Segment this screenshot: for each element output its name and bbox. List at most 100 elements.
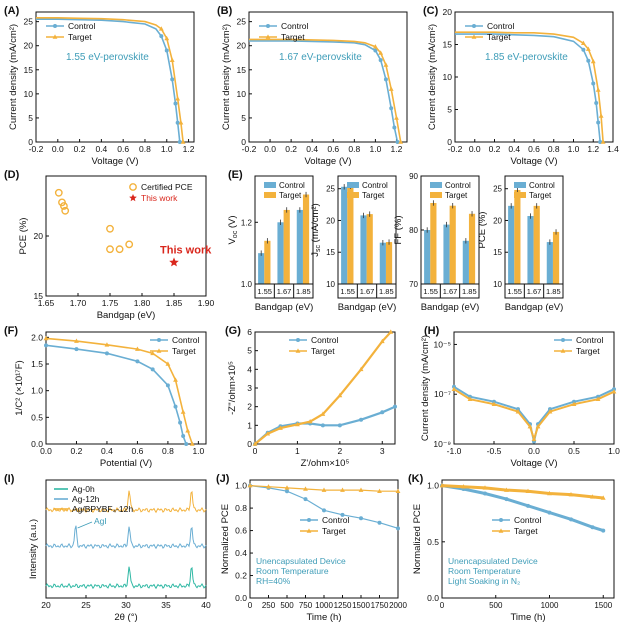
category-label: 1.67 bbox=[443, 287, 458, 296]
y-tick-label: 10 bbox=[493, 280, 502, 289]
bar-target bbox=[449, 205, 456, 284]
y-tick-label: 70 bbox=[409, 280, 418, 289]
jv-marker bbox=[383, 62, 389, 67]
y-tick-label: 25 bbox=[326, 185, 335, 194]
x-tick-label: 0.0 bbox=[40, 446, 52, 456]
y-tick-label: 5 bbox=[447, 105, 452, 115]
ms-marker bbox=[44, 343, 48, 348]
y-tick-label: 25 bbox=[237, 17, 247, 27]
x-axis-label: Bandgap (eV) bbox=[97, 310, 156, 321]
x-axis-label: Z'/ohm×10⁵ bbox=[301, 458, 350, 469]
xrd-pattern-0 bbox=[45, 566, 207, 590]
y-tick-label: 5 bbox=[28, 113, 33, 123]
y-axis-label: PCE (%) bbox=[18, 218, 29, 255]
y-tick-label: 10⁻⁹ bbox=[433, 439, 451, 449]
x-tick-label: 20 bbox=[41, 600, 51, 610]
jv-curve-target bbox=[455, 31, 604, 143]
y-axis-label: Normalized PCE bbox=[412, 504, 423, 574]
ms-marker bbox=[173, 377, 178, 382]
x-tick-label: 0 bbox=[253, 446, 258, 456]
xrd-pattern-2 bbox=[45, 490, 207, 514]
y-tick-label: 4 bbox=[247, 364, 252, 374]
nyquist-marker bbox=[307, 419, 313, 424]
y-axis-label: Current density (mA/cm²) bbox=[427, 24, 438, 130]
y-axis-label: Current density (mA/cm²) bbox=[221, 24, 232, 130]
legend-swatch bbox=[347, 192, 359, 198]
jv-marker bbox=[581, 47, 586, 52]
y-tick-label: 0 bbox=[241, 137, 246, 147]
y-tick-label: 20 bbox=[443, 7, 453, 17]
panel-label: (F) bbox=[4, 325, 18, 337]
y-tick-label: 0.2 bbox=[235, 571, 247, 581]
legend-label: Ag-12h bbox=[72, 494, 100, 504]
x-tick-label: 500 bbox=[280, 601, 294, 610]
legend-label: Certified PCE bbox=[141, 182, 193, 192]
legend-label: Control bbox=[322, 515, 350, 525]
y-tick-label: 15 bbox=[237, 65, 247, 75]
y-tick-label: 25 bbox=[24, 17, 34, 27]
legend-marker bbox=[560, 348, 566, 353]
x-tick-label: 0 bbox=[248, 601, 253, 610]
y-tick-label: 0 bbox=[447, 137, 452, 147]
x-tick-label: 0.0 bbox=[52, 144, 64, 154]
bar-target bbox=[302, 194, 310, 284]
bar-target bbox=[430, 203, 437, 284]
certified-pce-point bbox=[106, 224, 114, 233]
y-axis-label-unit: (mA/cm²) bbox=[310, 203, 321, 245]
nyquist-marker bbox=[265, 431, 271, 436]
stability-marker bbox=[439, 483, 445, 488]
x-tick-label: 0.5 bbox=[568, 446, 580, 456]
perovskite-annotation: 1.85 eV-perovskite bbox=[485, 52, 568, 63]
agi-peak-pointer bbox=[77, 521, 93, 529]
ms-marker bbox=[184, 442, 189, 446]
legend-marker bbox=[266, 24, 270, 28]
y-axis-label-unit: (V) bbox=[227, 215, 238, 230]
x-tick-label: -0.2 bbox=[448, 144, 463, 154]
panel-label: (K) bbox=[408, 473, 424, 485]
agi-peak-label: AgI bbox=[94, 516, 107, 526]
nyquist-marker bbox=[320, 411, 326, 416]
x-tick-label: 500 bbox=[489, 601, 503, 610]
panel-label: (C) bbox=[423, 5, 439, 17]
legend-swatch bbox=[430, 182, 442, 188]
legend-label: Target bbox=[362, 191, 385, 200]
condition-note: Unencapsulated Device bbox=[256, 556, 346, 566]
jv-marker bbox=[395, 140, 400, 144]
bar-control bbox=[296, 209, 303, 284]
y-tick-label: 0.5 bbox=[427, 537, 439, 547]
x-tick-label: -0.2 bbox=[242, 144, 257, 154]
stability-marker bbox=[321, 487, 327, 492]
this-work-star bbox=[169, 257, 179, 267]
x-tick-label: 1.75 bbox=[102, 298, 119, 308]
ms-marker bbox=[173, 404, 178, 409]
bar-control bbox=[360, 215, 367, 284]
legend-swatch bbox=[264, 192, 276, 198]
legend-marker bbox=[156, 348, 162, 353]
legend-swatch bbox=[347, 182, 359, 188]
bar-control bbox=[462, 240, 469, 284]
stability-marker bbox=[504, 487, 509, 492]
legend-label: Control bbox=[445, 181, 471, 190]
y-tick-label: 15 bbox=[24, 65, 34, 75]
bar-control bbox=[424, 230, 431, 284]
y-tick-label: 0.5 bbox=[31, 412, 43, 422]
y-axis-label: Current density (mA/cm²) bbox=[420, 335, 431, 441]
category-table bbox=[420, 283, 480, 299]
dark-jv-marker bbox=[491, 401, 497, 406]
x-tick-label: 0.8 bbox=[348, 144, 360, 154]
x-tick-label: 0.0 bbox=[264, 144, 276, 154]
jv-marker bbox=[389, 106, 394, 111]
nyquist-marker bbox=[337, 392, 343, 398]
legend-label: Target bbox=[322, 526, 346, 536]
y-tick-label: 0.0 bbox=[427, 593, 439, 603]
legend-label: Target bbox=[281, 32, 305, 42]
stability-marker bbox=[359, 516, 363, 521]
condition-note: Light Soaking in N₂ bbox=[448, 576, 520, 586]
x-tick-label: 1.2 bbox=[183, 144, 195, 154]
stability-marker bbox=[569, 517, 573, 522]
x-tick-label: 1500 bbox=[352, 601, 370, 610]
ms-marker bbox=[181, 434, 186, 438]
y-axis-label: FF (%) bbox=[393, 215, 404, 244]
x-tick-label: -0.2 bbox=[29, 144, 44, 154]
x-tick-label: 2000 bbox=[389, 601, 407, 610]
